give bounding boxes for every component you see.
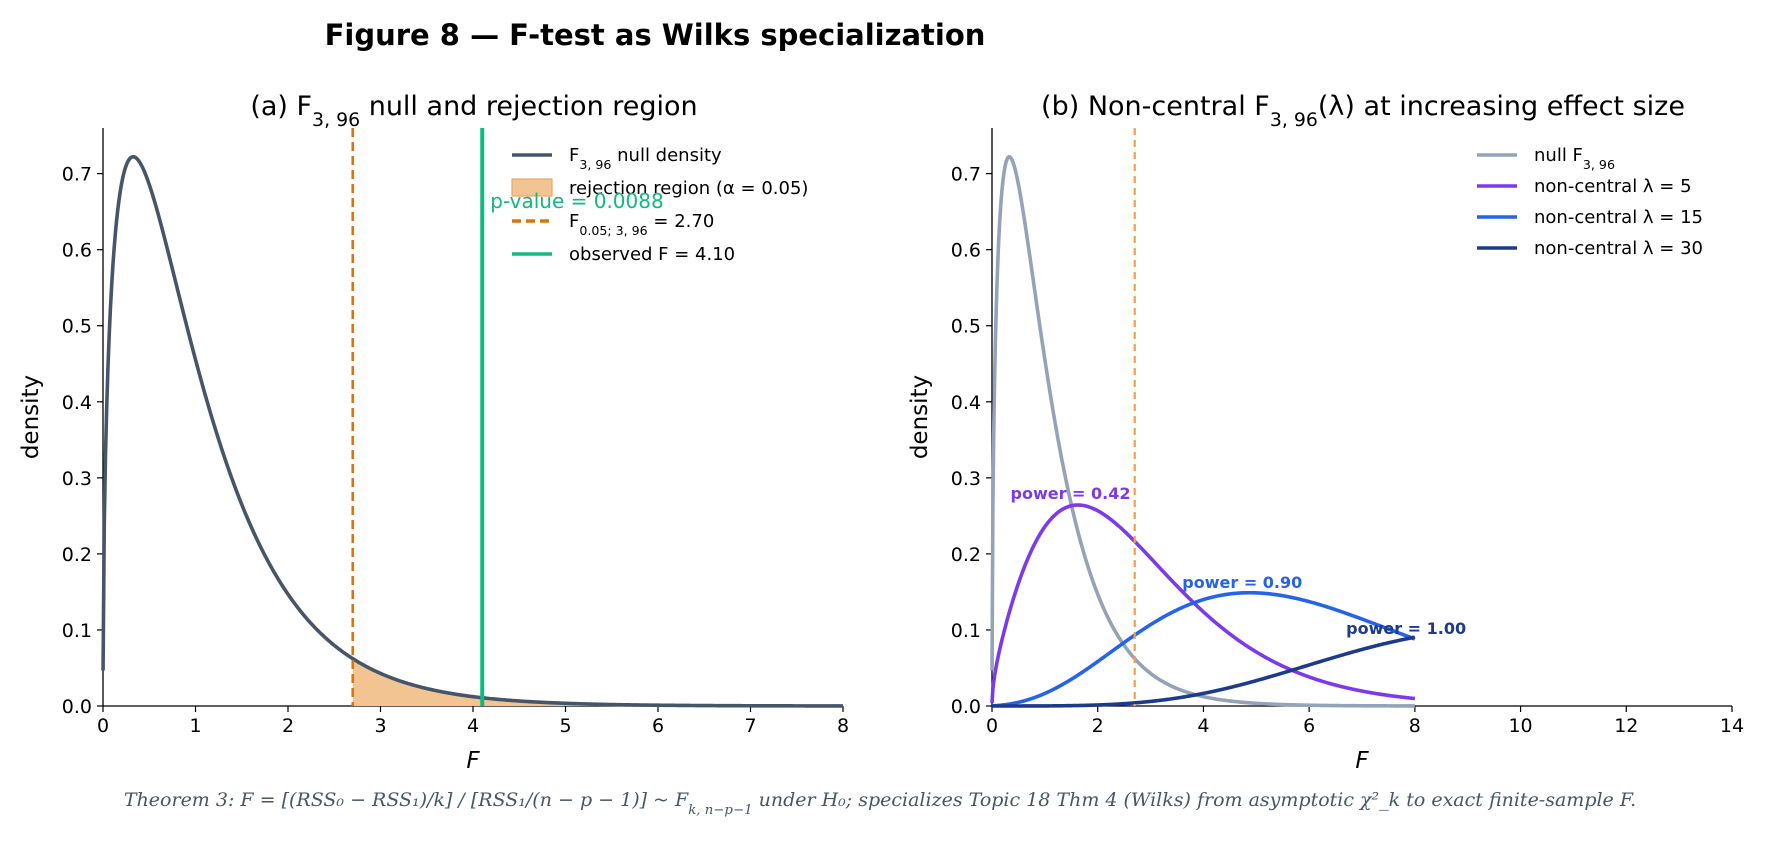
legend-swatch-patch (511, 178, 553, 197)
y-tick-label: 0.5 (62, 316, 92, 338)
x-tick-label: 4 (467, 715, 479, 737)
power-annotation: power = 0.42 (1011, 484, 1131, 503)
x-tick-label: 10 (1508, 715, 1532, 737)
y-tick-label: 0.7 (951, 164, 981, 186)
x-axis-label: F (466, 748, 480, 774)
y-tick-label: 0.6 (62, 240, 92, 262)
y-tick-label: 0.1 (62, 620, 92, 642)
density-curve-lambda-15 (991, 590, 1416, 708)
power-annotation: power = 0.90 (1182, 573, 1302, 592)
density-curve-lambda-5 (990, 503, 1416, 704)
y-tick-label: 0.0 (951, 696, 981, 718)
y-tick-label: 0.7 (62, 164, 92, 186)
legend-entry-label: null F3, 96 (1534, 145, 1615, 172)
y-tick-label: 0.6 (951, 240, 981, 262)
y-tick-label: 0.5 (951, 316, 981, 338)
legend-entry-label: F3, 96 null density (569, 145, 722, 172)
legend-entry-label: rejection region (α = 0.05) (569, 178, 808, 199)
x-tick-label: 4 (1197, 715, 1209, 737)
y-axis-label: density (907, 375, 933, 459)
panel-a-chart: 0 1 2 3 4 5 6 7 8 0.0 0.1 0.2 0.3 0.4 0.5 0.6 0.7 Fdensit… (18, 91, 849, 774)
legend-entry-label: non-central λ = 5 (1534, 176, 1692, 197)
panel-title: (b) Non-central F3, 96(λ) at increasing … (1041, 91, 1685, 131)
y-tick-label: 0.3 (62, 468, 92, 490)
legend-entry-label: non-central λ = 30 (1534, 238, 1703, 259)
legend-entry-label: non-central λ = 15 (1534, 207, 1703, 228)
y-tick-label: 0.3 (951, 468, 981, 490)
x-tick-label: 1 (189, 715, 201, 737)
legend-entry-label: observed F = 4.10 (569, 244, 735, 265)
x-axis-label: F (1355, 748, 1369, 774)
y-axis-label: density (18, 375, 44, 459)
rejection-region-area (352, 658, 843, 706)
x-tick-label: 2 (1092, 715, 1104, 737)
figure-title: Figure 8 — F-test as Wilks specializatio… (325, 18, 986, 52)
density-curve-lambda-30 (992, 635, 1416, 708)
x-tick-label: 8 (1409, 715, 1421, 737)
x-tick-label: 8 (837, 715, 849, 737)
x-tick-label: 3 (374, 715, 386, 737)
y-tick-label: 0.1 (951, 620, 981, 642)
panel-title: (a) F3, 96 null and rejection region (250, 91, 697, 131)
x-tick-label: 2 (282, 715, 294, 737)
density-curve-lambda-0 (990, 154, 1415, 708)
power-annotation: power = 1.00 (1346, 619, 1466, 638)
legend-entry-label: F0.05; 3, 96 = 2.70 (569, 211, 714, 238)
panel-b-chart: 0 2 4 6 8 10 12 14 0.0 0.1 0.2 0.3 0.4 0.5 0.6 0.7 Fdens… (907, 91, 1744, 774)
x-tick-label: 14 (1720, 715, 1744, 737)
y-tick-label: 0.0 (62, 696, 92, 718)
x-tick-label: 0 (986, 715, 998, 737)
x-tick-label: 7 (744, 715, 756, 737)
x-tick-label: 6 (652, 715, 664, 737)
x-tick-label: 5 (559, 715, 571, 737)
y-tick-label: 0.2 (951, 544, 981, 566)
null-density-curve (101, 154, 843, 708)
y-tick-label: 0.2 (62, 544, 92, 566)
y-tick-label: 0.4 (62, 392, 92, 414)
y-tick-label: 0.4 (951, 392, 981, 414)
figure-footnote: Theorem 3: F = [(RSS₀ − RSS₁)/k] / [RSS₁… (124, 789, 1636, 818)
x-tick-label: 6 (1303, 715, 1315, 737)
x-tick-label: 12 (1614, 715, 1638, 737)
x-tick-label: 0 (97, 715, 109, 737)
p-value-annotation: p-value = 0.0088 (490, 189, 663, 213)
